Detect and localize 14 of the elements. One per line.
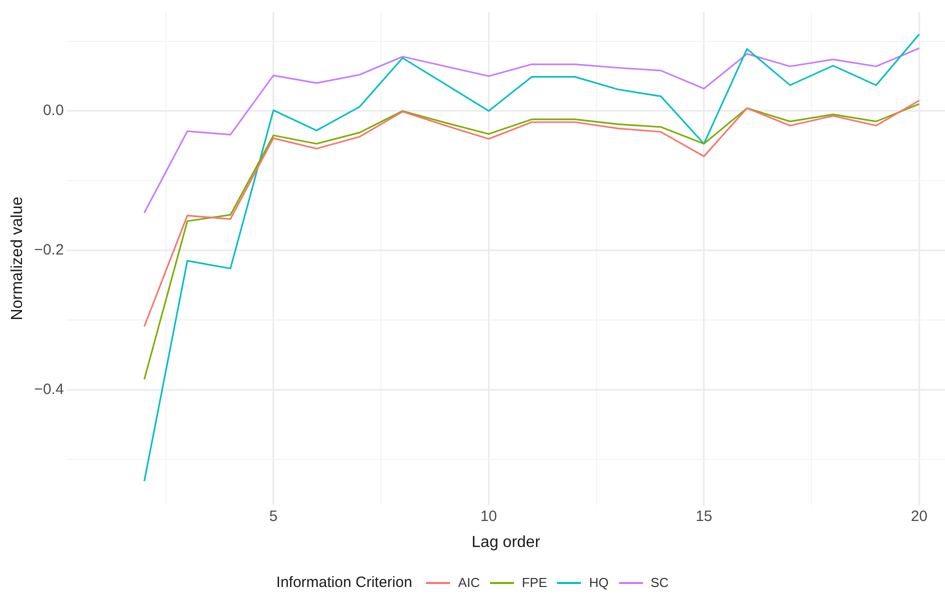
y-tick-label: −0.2 — [34, 242, 64, 259]
y-tick-label: −0.4 — [34, 380, 64, 398]
x-tick-label: 5 — [269, 508, 278, 525]
y-tick-label: 0.0 — [42, 102, 64, 120]
legend-label: FPE — [522, 575, 548, 590]
x-axis-title: Lag order — [472, 534, 541, 551]
x-tick-label: 10 — [480, 508, 498, 525]
legend-label: AIC — [458, 575, 480, 590]
legend-title: Information Criterion — [276, 574, 412, 591]
legend-label: SC — [650, 575, 669, 590]
x-tick-label: 20 — [910, 508, 928, 525]
y-axis-title: Normalized value — [9, 196, 26, 320]
x-tick-label: 15 — [696, 508, 712, 525]
legend-label: HQ — [589, 575, 609, 590]
